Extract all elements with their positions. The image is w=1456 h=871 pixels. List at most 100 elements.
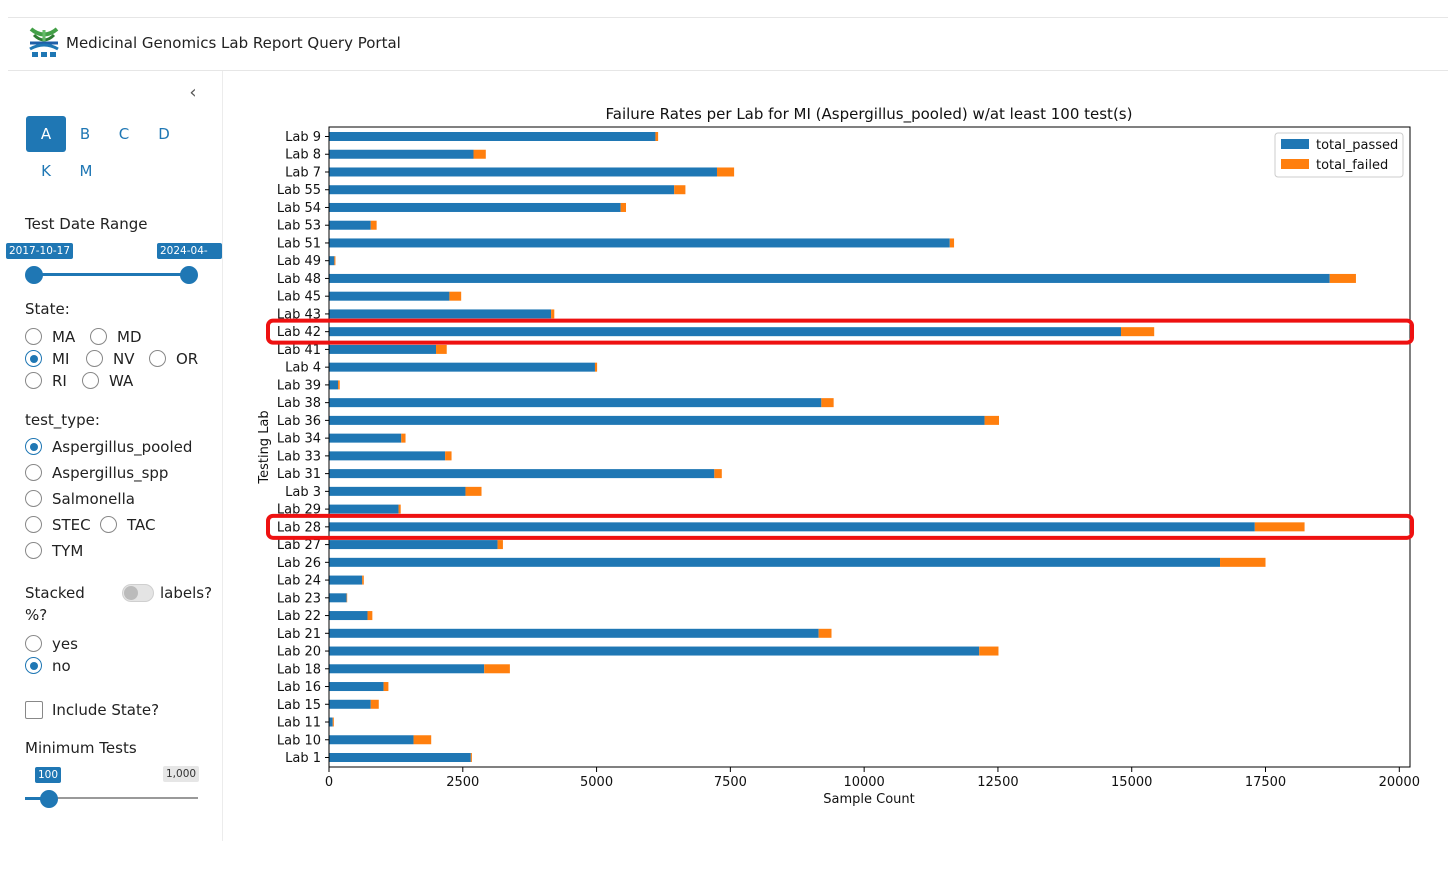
bar-passed-lab-4: [329, 363, 595, 372]
y-tick-label-lab-34: Lab 34: [277, 432, 321, 447]
min-tests-value-tooltip: 100: [35, 767, 61, 783]
radio-circle-icon: [25, 438, 42, 455]
x-axis-label: Sample Count: [823, 792, 914, 807]
y-tick-label-lab-53: Lab 53: [277, 219, 321, 234]
bar-failed-lab-10: [414, 735, 432, 744]
sidebar: ‹ A B C D K M Test Date Range 2017-10-17…: [8, 71, 223, 841]
x-tick-label-0: 0: [325, 775, 333, 790]
include-state-checkbox[interactable]: Include State?: [25, 700, 159, 720]
bar-failed-lab-26: [1220, 558, 1265, 567]
legend-swatch-passed: [1281, 139, 1309, 149]
state-radio-md[interactable]: MD: [90, 327, 142, 347]
bar-failed-lab-29: [399, 505, 401, 514]
state-radio-ma[interactable]: MA: [25, 327, 75, 347]
bar-failed-lab-48: [1330, 274, 1356, 283]
bar-failed-lab-51: [950, 238, 954, 247]
test-type-radio-aspergillus-pooled[interactable]: Aspergillus_pooled: [25, 437, 192, 457]
bar-passed-lab-34: [329, 434, 401, 443]
test-type-option-label: Salmonella: [52, 490, 135, 508]
radio-circle-icon: [25, 635, 42, 652]
bar-failed-lab-11: [333, 718, 334, 727]
date-range-start-handle[interactable]: [25, 266, 43, 284]
bar-failed-lab-18: [484, 664, 510, 673]
bar-failed-lab-7: [717, 167, 734, 176]
checkbox-icon: [25, 701, 43, 719]
stacked-radio-no[interactable]: no: [25, 656, 71, 676]
bar-failed-lab-36: [985, 416, 999, 425]
state-radio-ri[interactable]: RI: [25, 371, 67, 391]
state-option-label: MD: [117, 328, 142, 346]
y-tick-label-lab-54: Lab 54: [277, 201, 321, 216]
y-tick-label-lab-51: Lab 51: [277, 236, 321, 251]
labels-toggle[interactable]: [122, 584, 154, 602]
bar-failed-lab-16: [384, 682, 389, 691]
date-range-track: [34, 273, 188, 276]
x-tick-label-5000: 5000: [580, 775, 613, 790]
test-type-radio-tym[interactable]: TYM: [25, 541, 83, 561]
y-tick-label-lab-22: Lab 22: [277, 609, 321, 624]
tab-c[interactable]: C: [104, 116, 144, 152]
y-tick-label-lab-18: Lab 18: [277, 662, 321, 677]
state-label: State:: [25, 300, 70, 318]
stacked-label-percent: %?: [25, 606, 47, 624]
state-radio-or[interactable]: OR: [149, 349, 198, 369]
state-option-label: MA: [52, 328, 75, 346]
bar-passed-lab-8: [329, 150, 473, 159]
bar-passed-lab-11: [329, 718, 333, 727]
state-radio-wa[interactable]: WA: [82, 371, 133, 391]
tab-d[interactable]: D: [144, 116, 184, 152]
bar-passed-lab-16: [329, 682, 384, 691]
legend-swatch-failed: [1281, 159, 1309, 169]
tab-m[interactable]: M: [66, 153, 106, 189]
bar-failed-lab-8: [473, 150, 485, 159]
test-type-label: test_type:: [25, 411, 100, 429]
radio-circle-icon: [25, 328, 42, 345]
radio-circle-icon: [90, 328, 107, 345]
y-tick-label-lab-45: Lab 45: [277, 290, 321, 305]
stacked-radio-yes[interactable]: yes: [25, 634, 78, 654]
bar-failed-lab-54: [621, 203, 626, 212]
y-tick-label-lab-21: Lab 21: [277, 627, 321, 642]
min-tests-handle[interactable]: [40, 790, 58, 808]
state-radio-nv[interactable]: NV: [86, 349, 134, 369]
test-type-radio-salmonella[interactable]: Salmonella: [25, 489, 135, 509]
x-tick-label-20000: 20000: [1379, 775, 1420, 790]
bar-failed-lab-27: [498, 540, 503, 549]
x-tick-label-2500: 2500: [446, 775, 479, 790]
y-tick-label-lab-31: Lab 31: [277, 467, 321, 482]
bar-passed-lab-3: [329, 487, 465, 496]
bar-passed-lab-9: [329, 132, 655, 141]
state-radio-mi[interactable]: MI: [25, 349, 69, 369]
bar-failed-lab-55: [674, 185, 685, 194]
test-type-option-label: Aspergillus_pooled: [52, 438, 192, 456]
radio-circle-icon: [25, 350, 42, 367]
test-type-radio-stec[interactable]: STEC: [25, 515, 91, 535]
bar-failed-lab-45: [449, 292, 461, 301]
tab-k[interactable]: K: [26, 153, 66, 189]
date-range-end-handle[interactable]: [180, 266, 198, 284]
tab-a[interactable]: A: [26, 116, 66, 152]
state-option-label: NV: [113, 350, 134, 368]
radio-circle-icon: [86, 350, 103, 367]
radio-circle-icon: [100, 516, 117, 533]
collapse-sidebar-chevron-icon[interactable]: ‹: [184, 83, 202, 103]
y-tick-label-lab-4: Lab 4: [285, 361, 321, 376]
bar-failed-lab-24: [362, 576, 364, 585]
radio-circle-icon: [25, 464, 42, 481]
dna-logo-icon: [26, 26, 62, 60]
date-range-start-tooltip: 2017-10-17: [6, 243, 73, 259]
x-tick-label-15000: 15000: [1111, 775, 1152, 790]
test-type-radio-tac[interactable]: TAC: [100, 515, 155, 535]
bar-passed-lab-48: [329, 274, 1330, 283]
bar-failed-lab-43: [551, 309, 554, 318]
bar-passed-lab-54: [329, 203, 621, 212]
bar-passed-lab-27: [329, 540, 498, 549]
test-type-radio-aspergillus-spp[interactable]: Aspergillus_spp: [25, 463, 168, 483]
chart-title: Failure Rates per Lab for MI (Aspergillu…: [606, 105, 1133, 124]
bar-passed-lab-51: [329, 238, 950, 247]
test-type-option-label: STEC: [52, 516, 91, 534]
bar-failed-lab-20: [979, 647, 998, 656]
tab-b[interactable]: B: [65, 116, 105, 152]
y-tick-label-lab-41: Lab 41: [277, 343, 321, 358]
bar-failed-lab-3: [465, 487, 481, 496]
